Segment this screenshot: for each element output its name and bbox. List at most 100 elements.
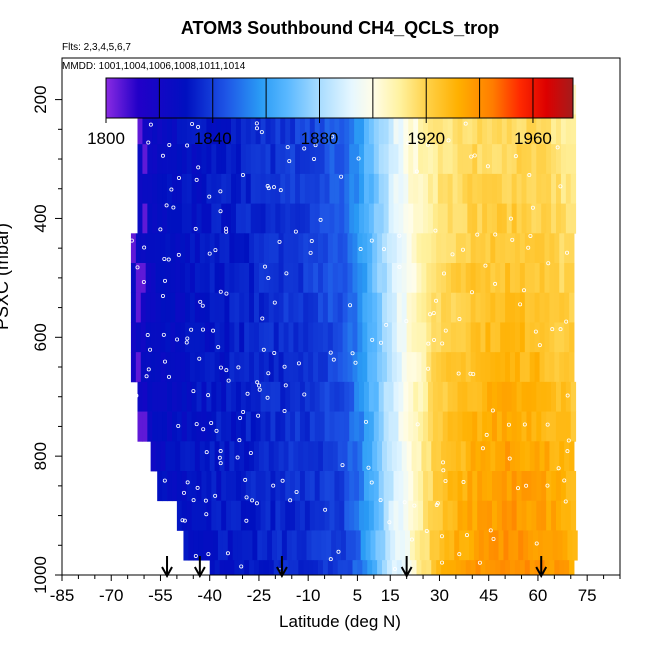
curtain-cell	[526, 144, 532, 175]
curtain-cell	[224, 560, 230, 576]
curtain-cell	[434, 530, 440, 561]
curtain-cell	[565, 114, 572, 145]
sample-point	[272, 300, 277, 305]
curtain-cell	[324, 173, 330, 204]
curtain-cell	[157, 144, 163, 175]
sample-point	[160, 293, 165, 298]
curtain-cell	[423, 173, 429, 204]
curtain-cell	[354, 114, 360, 145]
sample-point	[171, 205, 176, 210]
curtain-cell	[383, 144, 389, 175]
curtain-cell	[359, 114, 365, 145]
curtain-cell	[547, 530, 554, 561]
sample-point	[166, 374, 171, 379]
curtain-cell	[529, 352, 536, 383]
curtain-cell	[280, 471, 286, 502]
curtain-cell	[191, 411, 197, 442]
curtain-cell	[551, 381, 557, 412]
curtain-cell	[237, 530, 243, 561]
sample-point	[148, 347, 153, 352]
curtain-cell	[505, 322, 511, 353]
curtain-cell	[403, 144, 409, 175]
curtain-cell	[531, 173, 537, 204]
curtain-cell	[475, 233, 481, 264]
curtain-cell	[393, 114, 399, 145]
curtain-cell	[201, 114, 207, 145]
curtain-cell	[318, 233, 324, 264]
curtain-cell	[235, 500, 242, 531]
curtain-cell	[206, 173, 212, 204]
sample-point	[293, 229, 298, 234]
curtain-cell	[285, 500, 291, 531]
curtain-cell	[226, 381, 232, 412]
curtain-cell	[390, 530, 396, 561]
sample-point	[265, 395, 270, 400]
curtain-cell	[485, 292, 491, 323]
curtain-cell	[357, 292, 363, 323]
curtain-cell	[260, 114, 266, 145]
curtain-cell	[377, 441, 383, 472]
curtain-cell	[396, 352, 403, 383]
curtain-cell	[570, 203, 577, 234]
curtain-cell	[254, 292, 260, 323]
curtain-cell	[181, 500, 188, 531]
sample-point	[415, 422, 420, 427]
sample-point	[477, 560, 482, 565]
curtain-cell	[386, 441, 393, 472]
curtain-cell	[194, 322, 201, 353]
curtain-cell	[386, 322, 393, 353]
sample-point	[331, 357, 336, 362]
curtain-cell	[137, 381, 143, 412]
curtain-cell	[437, 411, 444, 442]
sample-point	[271, 483, 276, 488]
curtain-cell	[249, 263, 255, 294]
sample-point	[397, 233, 402, 238]
curtain-cell	[455, 233, 462, 264]
curtain-cell	[194, 352, 201, 383]
sample-point	[218, 189, 223, 194]
curtain-cell	[362, 352, 368, 383]
curtain-cell	[286, 530, 293, 561]
sample-point	[211, 328, 216, 333]
curtain-cell	[533, 530, 539, 561]
curtain-cell	[411, 292, 417, 323]
curtain-cell	[318, 560, 324, 576]
curtain-cell	[539, 352, 545, 383]
sample-point	[384, 322, 389, 327]
curtain-cell	[309, 411, 316, 442]
curtain-cell	[408, 144, 414, 175]
curtain-cell	[185, 292, 191, 323]
curtain-cell	[510, 263, 516, 294]
curtain-cell	[211, 144, 217, 175]
curtain-cell	[221, 203, 227, 234]
curtain-cell	[231, 144, 237, 175]
curtain-cell	[444, 530, 450, 561]
curtain-cell	[521, 173, 527, 204]
sample-point	[203, 498, 208, 503]
sample-point	[485, 164, 490, 169]
curtain-cell	[569, 352, 575, 383]
sample-point	[318, 217, 323, 222]
curtain-cell	[403, 500, 409, 531]
sample-point	[309, 239, 314, 244]
curtain-cell	[337, 322, 344, 353]
curtain-cell	[432, 411, 439, 442]
curtain-cell	[393, 411, 399, 442]
curtain-cell	[260, 203, 266, 234]
curtain-cell	[377, 233, 383, 264]
curtain-cell	[255, 203, 261, 234]
curtain-cell	[268, 292, 275, 323]
curtain-cell	[240, 411, 247, 442]
sample-point	[132, 132, 137, 137]
curtain-cell	[406, 322, 412, 353]
curtain-cell	[157, 203, 163, 234]
curtain-cell	[531, 471, 537, 502]
curtain-cell	[424, 530, 431, 561]
curtain-cell	[557, 530, 563, 561]
curtain-cell	[511, 500, 518, 531]
curtain-cell	[519, 292, 526, 323]
sample-point	[340, 463, 345, 468]
curtain-cell	[531, 114, 537, 145]
curtain-cell	[514, 263, 521, 294]
curtain-cell	[162, 114, 168, 145]
